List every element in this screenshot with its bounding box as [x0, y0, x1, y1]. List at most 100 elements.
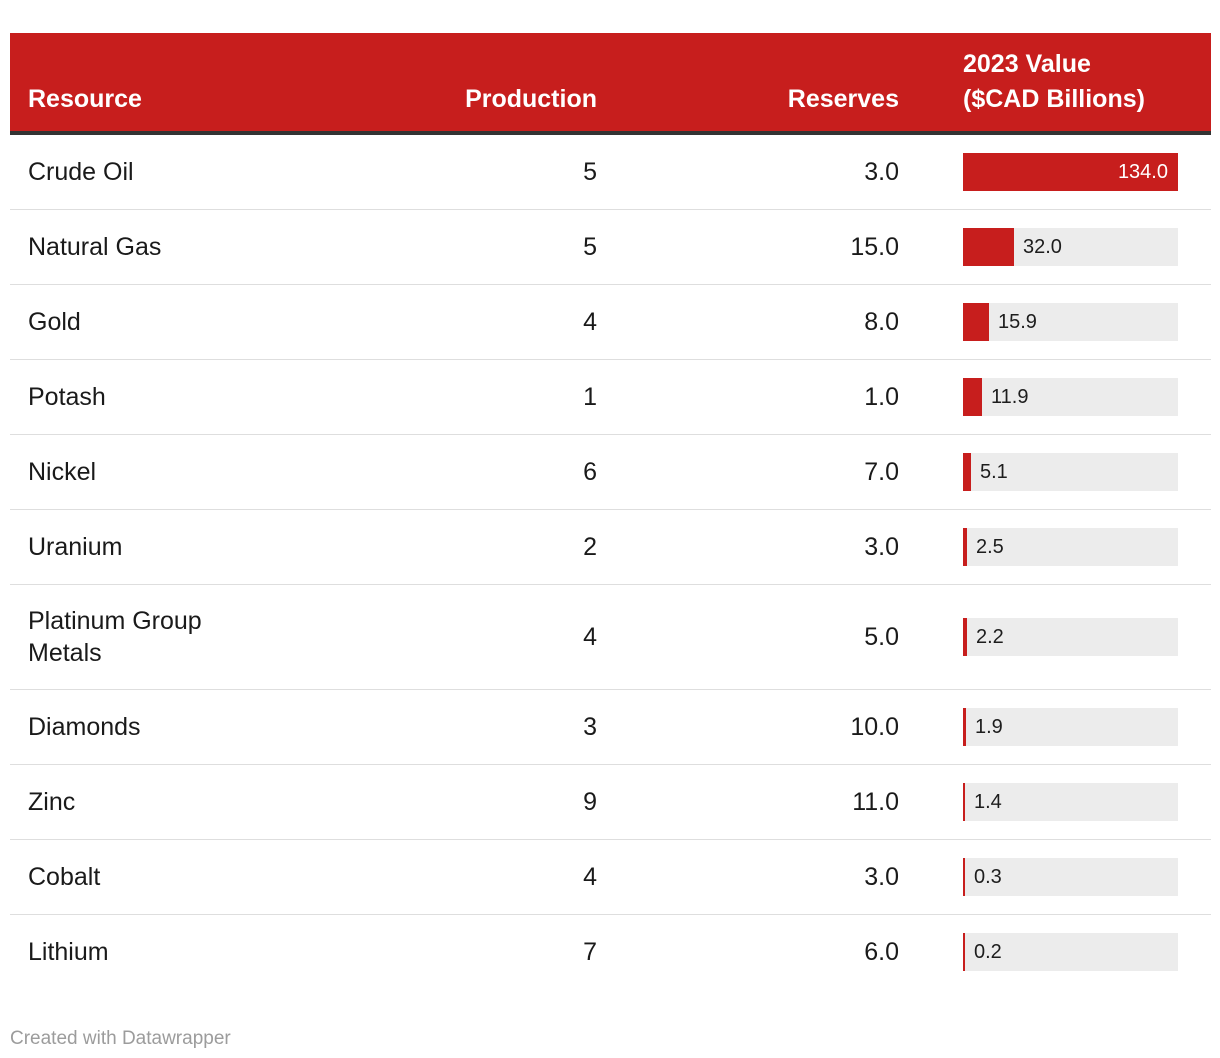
- cell-resource: Natural Gas: [10, 211, 430, 283]
- value-bar-label: 1.4: [974, 791, 1002, 813]
- cell-production: 6: [583, 458, 597, 486]
- value-bar-label: 0.2: [974, 941, 1002, 963]
- cell-value: 11.9: [899, 378, 1211, 416]
- value-bar-fill: [963, 303, 989, 341]
- cell-resource: Gold: [10, 286, 430, 358]
- cell-production: 3: [583, 713, 597, 741]
- table-header-row: Resource Production Reserves 2023 Value …: [10, 33, 1211, 135]
- cell-reserves: 3.0: [864, 863, 899, 891]
- cell-reserves: 6.0: [864, 938, 899, 966]
- value-bar-label: 15.9: [998, 311, 1037, 333]
- cell-reserves: 15.0: [850, 233, 899, 261]
- cell-reserves: 1.0: [864, 383, 899, 411]
- column-header-reserves: Reserves: [787, 85, 899, 113]
- cell-reserves: 10.0: [850, 713, 899, 741]
- cell-value: 2.5: [899, 528, 1211, 566]
- value-bar-fill: [963, 378, 982, 416]
- cell-value: 134.0: [899, 153, 1211, 191]
- value-bar-label: 2.5: [976, 536, 1004, 558]
- cell-production: 5: [583, 233, 597, 261]
- value-bar: 32.0: [963, 228, 1178, 266]
- value-bar-fill: [963, 153, 1178, 191]
- cell-resource: Nickel: [10, 436, 430, 508]
- cell-production: 5: [583, 158, 597, 186]
- value-bar-fill: [963, 858, 965, 896]
- value-bar: 5.1: [963, 453, 1178, 491]
- table-row: Nickel 6 7.0 5.1: [10, 434, 1211, 509]
- value-bar: 134.0: [963, 153, 1178, 191]
- cell-resource: Cobalt: [10, 841, 430, 913]
- column-header-value-line1: 2023 Value: [963, 50, 1091, 78]
- value-bar-label: 1.9: [975, 716, 1003, 738]
- value-bar-label: 5.1: [980, 461, 1008, 483]
- column-header-value-line2: ($CAD Billions): [963, 85, 1145, 113]
- value-bar-label: 32.0: [1023, 236, 1062, 258]
- cell-resource: Uranium: [10, 511, 430, 583]
- value-bar-label: 0.3: [974, 866, 1002, 888]
- table-row: Platinum Group Metals 4 5.0 2.2: [10, 584, 1211, 689]
- cell-production: 9: [583, 788, 597, 816]
- resource-label: Nickel: [28, 458, 97, 486]
- cell-reserves: 11.0: [852, 788, 899, 816]
- value-bar: 0.3: [963, 858, 1178, 896]
- value-bar-fill: [963, 528, 967, 566]
- cell-production: 1: [583, 383, 597, 411]
- cell-resource: Zinc: [10, 766, 430, 838]
- value-bar-fill: [963, 618, 967, 656]
- cell-resource: Platinum Group Metals: [10, 585, 430, 689]
- resource-label: Platinum Group Metals: [28, 607, 202, 667]
- resource-label: Crude Oil: [28, 158, 134, 186]
- resource-label: Natural Gas: [28, 233, 162, 261]
- value-bar-fill: [963, 228, 1014, 266]
- value-bar: 2.5: [963, 528, 1178, 566]
- cell-reserves: 3.0: [864, 158, 899, 186]
- cell-value: 0.2: [899, 933, 1211, 971]
- table-row: Diamonds 3 10.0 1.9: [10, 689, 1211, 764]
- resource-label: Lithium: [28, 938, 109, 966]
- resource-label: Uranium: [28, 533, 123, 561]
- cell-production: 7: [583, 938, 597, 966]
- value-bar: 0.2: [963, 933, 1178, 971]
- resource-label: Cobalt: [28, 863, 101, 891]
- cell-production: 4: [583, 308, 597, 336]
- table-row: Lithium 7 6.0 0.2: [10, 914, 1211, 989]
- cell-resource: Lithium: [10, 916, 430, 988]
- value-bar: 15.9: [963, 303, 1178, 341]
- column-header-resource: Resource: [28, 85, 142, 113]
- cell-production: 2: [583, 533, 597, 561]
- resource-label: Potash: [28, 383, 106, 411]
- cell-value: 1.4: [899, 783, 1211, 821]
- cell-value: 2.2: [899, 618, 1211, 656]
- table-row: Uranium 2 3.0 2.5: [10, 509, 1211, 584]
- cell-value: 0.3: [899, 858, 1211, 896]
- table-body: Crude Oil 5 3.0 134.0 Natural Gas 5 15.0 32.0 Go…: [10, 135, 1211, 989]
- value-bar: 2.2: [963, 618, 1178, 656]
- table-row: Zinc 9 11.0 1.4: [10, 764, 1211, 839]
- value-bar-fill: [963, 708, 966, 746]
- column-header-production: Production: [465, 85, 597, 113]
- value-bar-fill: [963, 453, 971, 491]
- column-header-value: 2023 Value ($CAD Billions): [899, 47, 1211, 131]
- resource-label: Gold: [28, 308, 81, 336]
- cell-value: 32.0: [899, 228, 1211, 266]
- cell-production: 4: [583, 623, 597, 651]
- value-bar: 1.9: [963, 708, 1178, 746]
- value-bar-label: 2.2: [976, 626, 1004, 648]
- cell-reserves: 3.0: [864, 533, 899, 561]
- cell-resource: Diamonds: [10, 691, 430, 763]
- value-bar-fill: [963, 783, 965, 821]
- cell-reserves: 7.0: [864, 458, 899, 486]
- cell-value: 15.9: [899, 303, 1211, 341]
- value-bar: 11.9: [963, 378, 1178, 416]
- cell-reserves: 5.0: [864, 623, 899, 651]
- resource-label: Zinc: [28, 788, 76, 816]
- datawrapper-credit[interactable]: Created with Datawrapper: [10, 1028, 231, 1049]
- table-row: Cobalt 4 3.0 0.3: [10, 839, 1211, 914]
- value-bar-label: 11.9: [991, 386, 1029, 408]
- table-row: Crude Oil 5 3.0 134.0: [10, 135, 1211, 209]
- cell-value: 5.1: [899, 453, 1211, 491]
- cell-production: 4: [583, 863, 597, 891]
- cell-resource: Crude Oil: [10, 136, 430, 208]
- cell-resource: Potash: [10, 361, 430, 433]
